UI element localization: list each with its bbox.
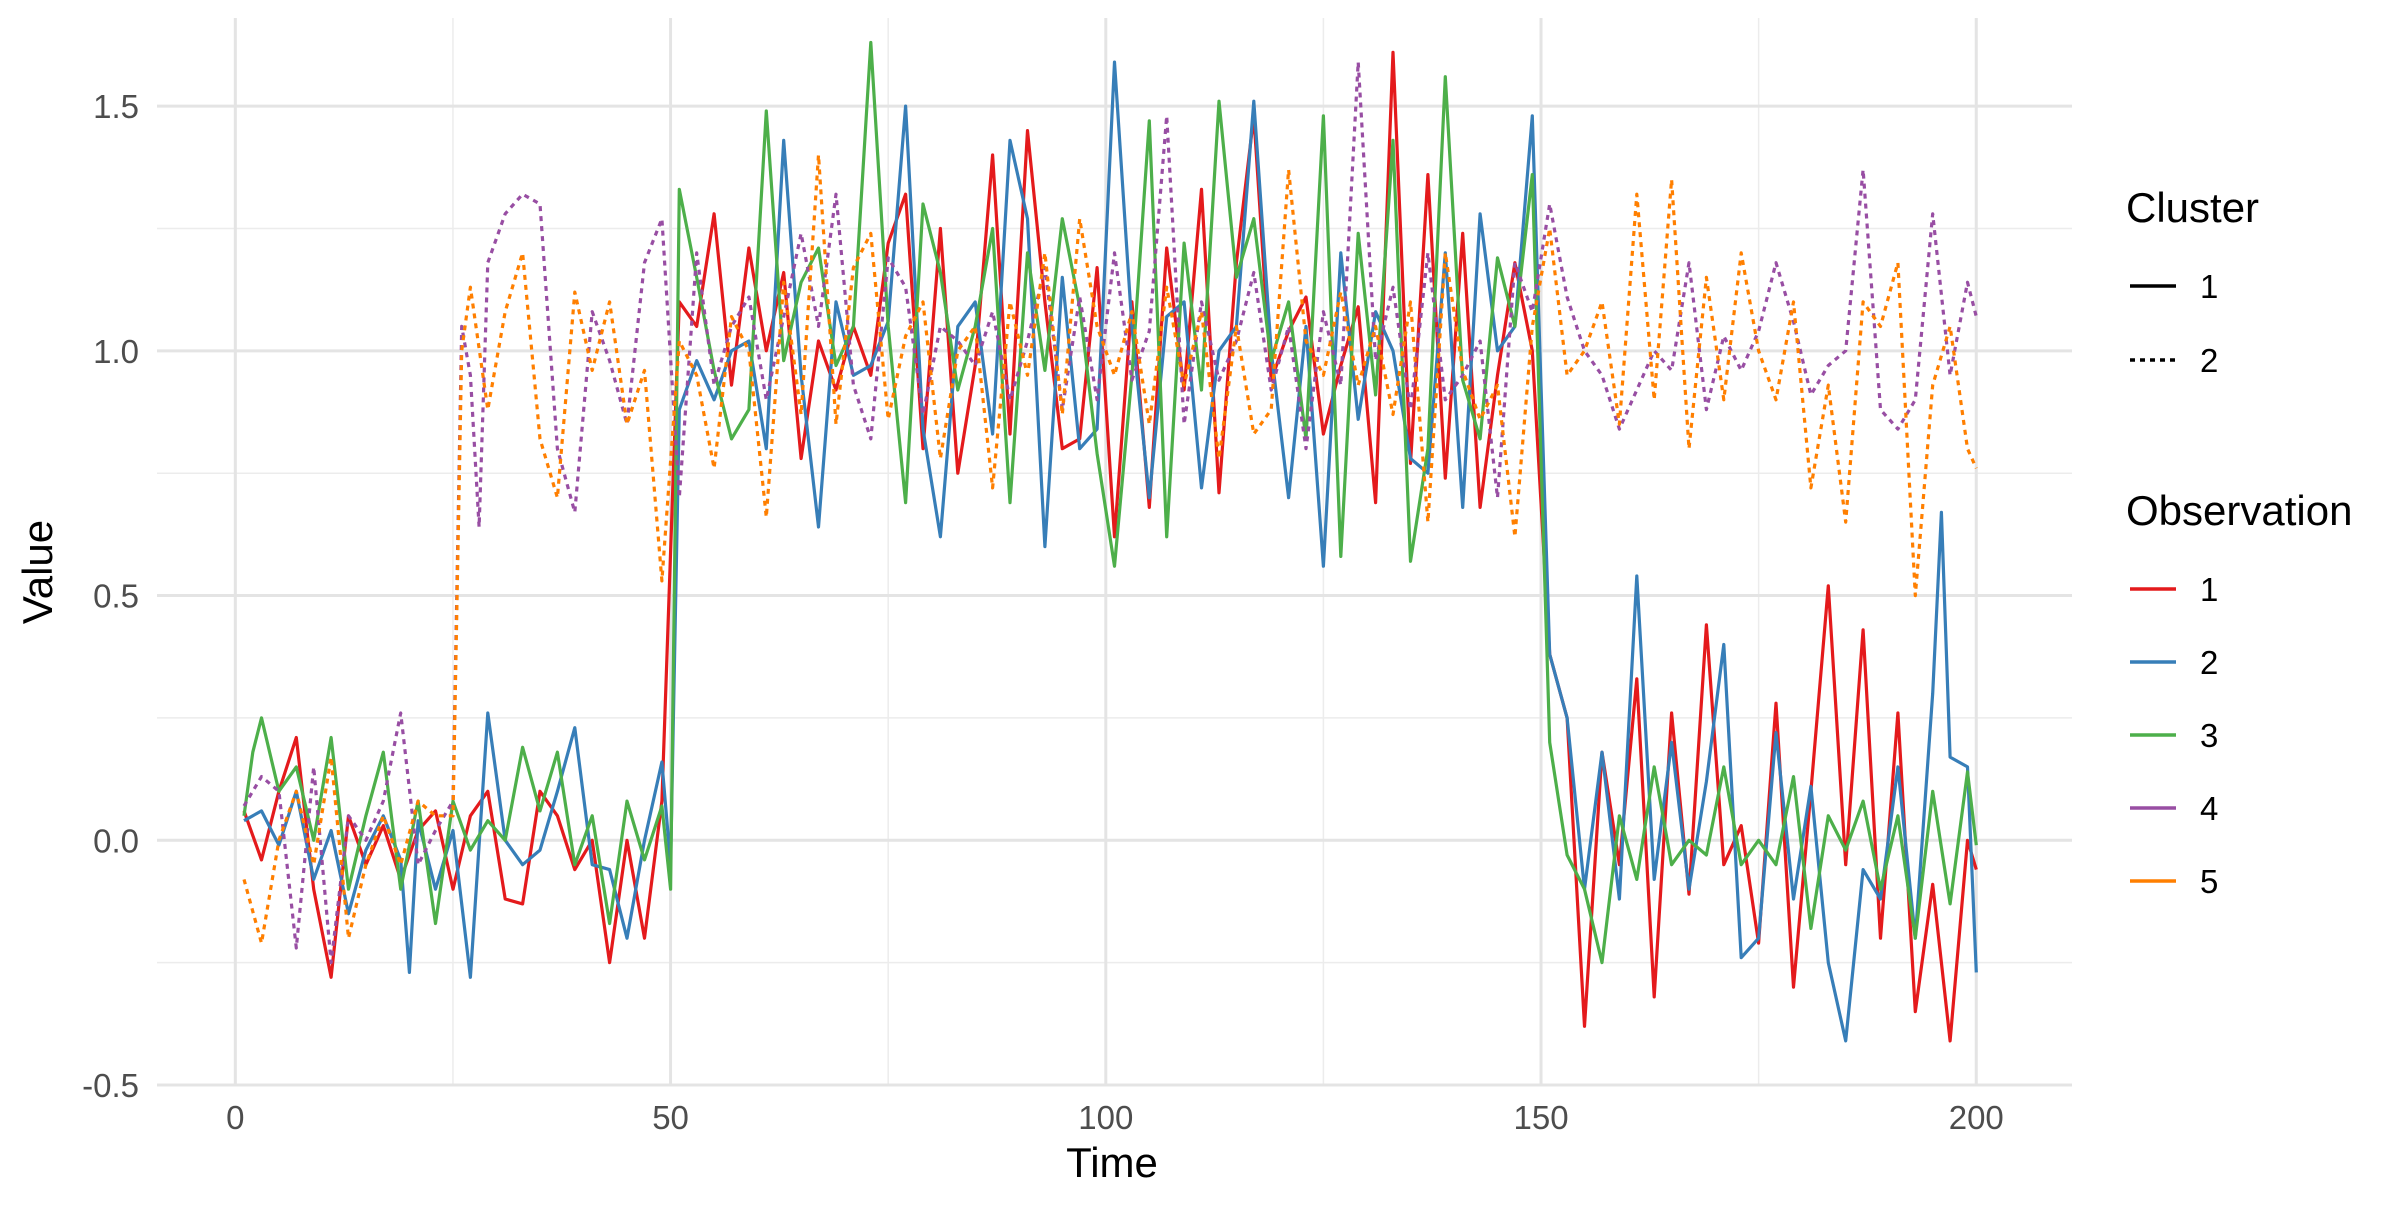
legend-observation-5-label: 5 [2200, 863, 2218, 900]
y-tick-label: 1.0 [93, 333, 139, 370]
x-tick-label: 0 [226, 1099, 244, 1136]
series-line-observation-2 [243, 60, 1978, 1043]
series-line-observation-1 [242, 50, 1978, 1043]
y-tick-label: 0.0 [93, 822, 139, 859]
series-line-observation-4 [242, 60, 1978, 965]
series-line-observation-3 [242, 40, 1978, 965]
x-axis-title: Time [1066, 1139, 1158, 1186]
legend-observation-2-label: 2 [2200, 644, 2218, 681]
y-tick-label: 0.5 [93, 578, 139, 615]
x-tick-label: 200 [1949, 1099, 2004, 1136]
legend: Cluster 1 2 Observation 1 2 3 4 5 [2126, 184, 2352, 900]
x-tick-label: 150 [1513, 1099, 1568, 1136]
legend-observation-4-label: 4 [2200, 790, 2218, 827]
series-line-observation-5 [242, 153, 1978, 945]
y-axis-title: Value [14, 520, 61, 624]
y-tick-label: 1.5 [93, 88, 139, 125]
legend-observation-1-label: 1 [2200, 571, 2218, 608]
legend-cluster-1-label: 1 [2200, 268, 2218, 305]
grid [157, 18, 2072, 1087]
x-tick-label: 50 [652, 1099, 689, 1136]
series-lines [242, 40, 1978, 1043]
axes: 0 50 100 150 200 -0.5 0.0 0.5 1.0 1.5 [82, 88, 2004, 1136]
legend-cluster-title: Cluster [2126, 184, 2259, 231]
y-tick-label: -0.5 [82, 1067, 139, 1104]
legend-observation-title: Observation [2126, 487, 2352, 534]
x-tick-label: 100 [1078, 1099, 1133, 1136]
legend-observation-3-label: 3 [2200, 717, 2218, 754]
legend-cluster-2-label: 2 [2200, 342, 2218, 379]
